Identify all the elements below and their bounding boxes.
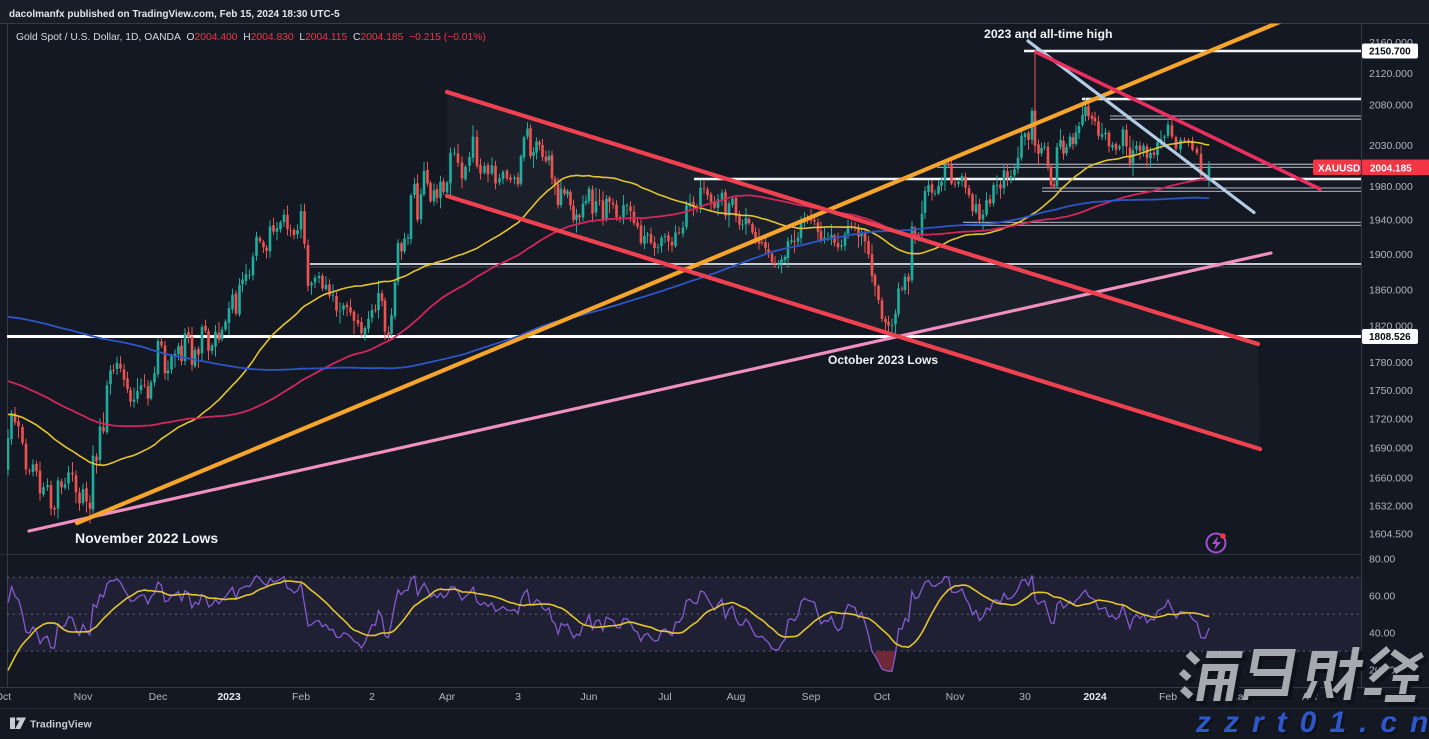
svg-text:Jun: Jun	[581, 691, 598, 703]
svg-text:1860.000: 1860.000	[1369, 284, 1413, 296]
svg-text:1808.526: 1808.526	[1369, 332, 1411, 343]
svg-text:TradingView: TradingView	[30, 719, 92, 731]
svg-text:Apr: Apr	[439, 691, 456, 703]
svg-text:zzrt01.cn: zzrt01.cn	[1197, 708, 1429, 739]
svg-text:1940.000: 1940.000	[1369, 215, 1413, 227]
svg-text:1980.000: 1980.000	[1369, 181, 1413, 193]
svg-text:Oct: Oct	[874, 691, 890, 703]
svg-text:Jul: Jul	[658, 691, 671, 703]
svg-text:2004.185: 2004.185	[1370, 164, 1412, 175]
svg-text:2030.000: 2030.000	[1369, 140, 1413, 152]
svg-text:2080.000: 2080.000	[1369, 100, 1413, 112]
svg-text:Nov: Nov	[74, 691, 93, 703]
svg-text:1632.000: 1632.000	[1369, 501, 1413, 513]
svg-text:80.00: 80.00	[1369, 554, 1395, 566]
svg-text:1750.000: 1750.000	[1369, 385, 1413, 397]
svg-text:2: 2	[369, 691, 375, 703]
svg-text:Feb: Feb	[1159, 691, 1177, 703]
svg-text:dacolmanfx published on Tradin: dacolmanfx published on TradingView.com,…	[9, 9, 340, 20]
svg-text:1690.000: 1690.000	[1369, 443, 1413, 455]
svg-text:60.00: 60.00	[1369, 591, 1395, 603]
svg-text:2120.000: 2120.000	[1369, 68, 1413, 80]
svg-text:1720.000: 1720.000	[1369, 414, 1413, 426]
svg-text:2023 and all-time high: 2023 and all-time high	[984, 27, 1112, 41]
svg-text:1604.500: 1604.500	[1369, 529, 1413, 541]
svg-text:1780.000: 1780.000	[1369, 357, 1413, 369]
svg-text:3: 3	[515, 691, 521, 703]
svg-text:2024: 2024	[1083, 691, 1107, 703]
svg-text:Gold Spot / U.S. Dollar, 1D, O: Gold Spot / U.S. Dollar, 1D, OANDA O2004…	[16, 32, 486, 43]
svg-text:zzrt01.cn: zzrt01.cn	[1195, 706, 1429, 739]
svg-text:30: 30	[1019, 691, 1031, 703]
svg-text:Aug: Aug	[727, 691, 746, 703]
svg-text:2150.700: 2150.700	[1369, 47, 1411, 58]
svg-text:1900.000: 1900.000	[1369, 249, 1413, 261]
svg-text:2023: 2023	[217, 691, 241, 703]
svg-text:November 2022 Lows: November 2022 Lows	[75, 530, 218, 546]
svg-text:Sep: Sep	[802, 691, 821, 703]
svg-text:October 2023 Lows: October 2023 Lows	[828, 353, 938, 367]
svg-text:1660.000: 1660.000	[1369, 472, 1413, 484]
svg-text:Oct: Oct	[0, 691, 11, 703]
svg-text:Dec: Dec	[149, 691, 168, 703]
svg-text:XAUUSD: XAUUSD	[1318, 164, 1360, 175]
svg-text:Nov: Nov	[946, 691, 965, 703]
svg-text:Feb: Feb	[292, 691, 310, 703]
svg-text:40.00: 40.00	[1369, 628, 1395, 640]
